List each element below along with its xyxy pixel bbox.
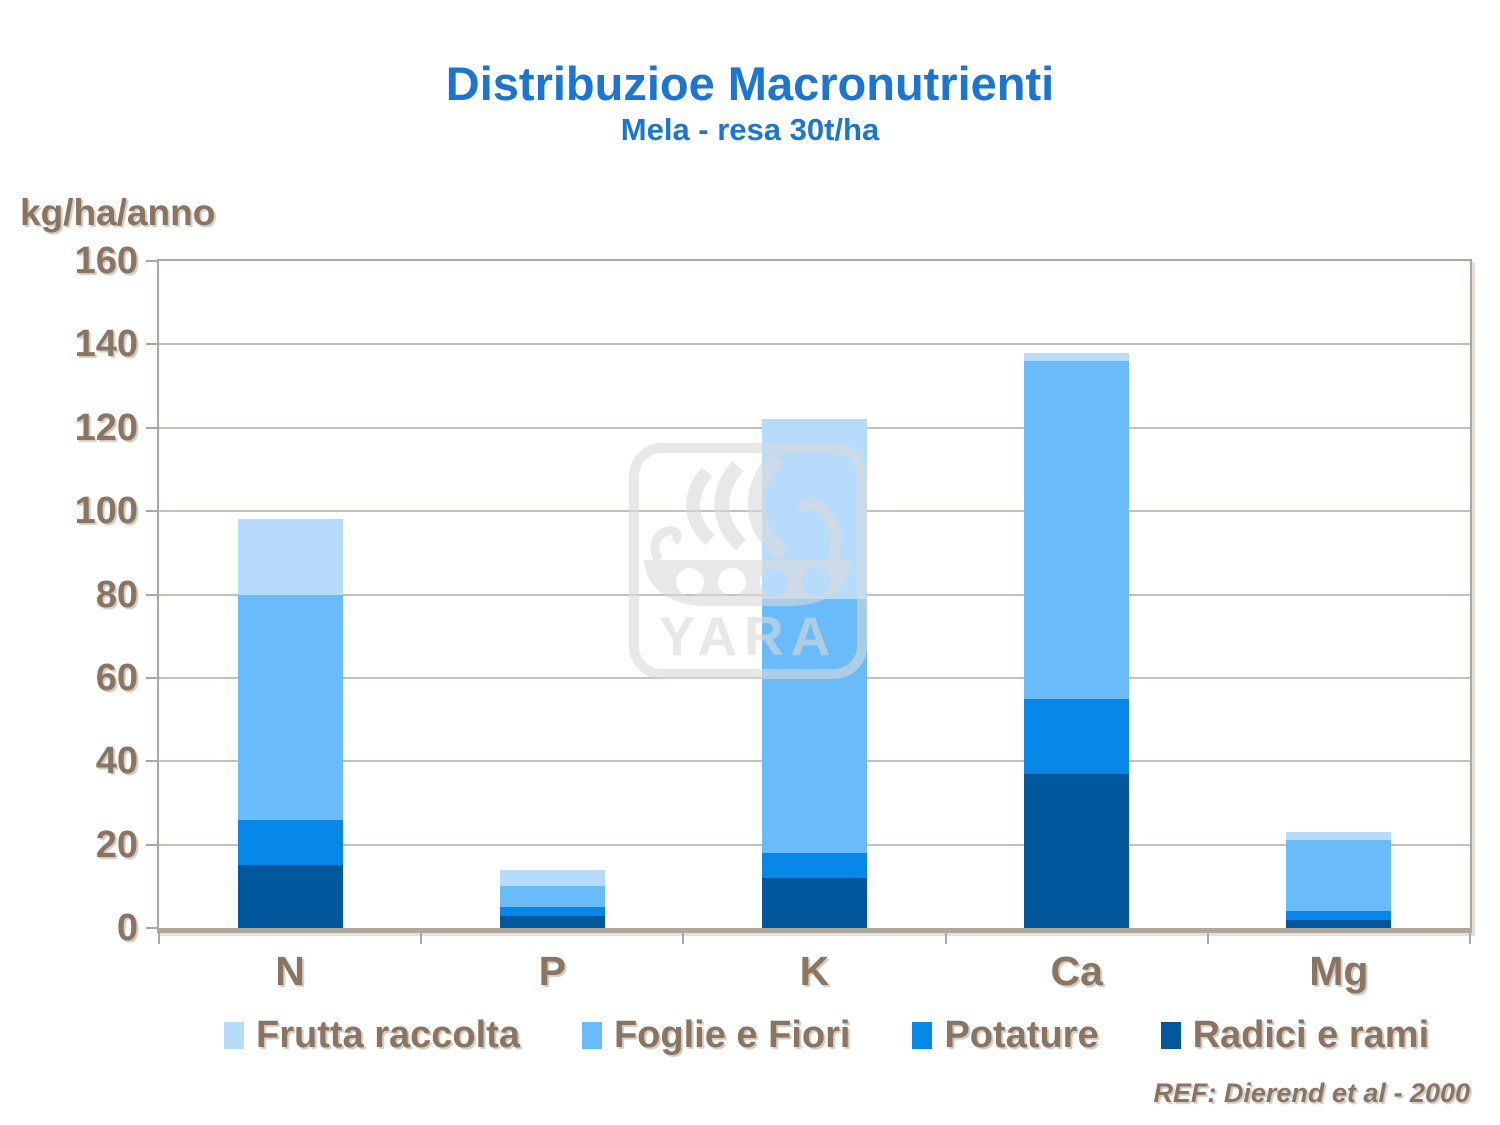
bar-segment bbox=[237, 594, 343, 820]
y-tick-mark bbox=[146, 927, 159, 929]
y-tick-mark bbox=[146, 843, 159, 846]
bar-column-N bbox=[237, 261, 343, 928]
reference-text: REF: Dierend et al - 2000 bbox=[1153, 1078, 1470, 1108]
chart-legend: Frutta raccolta Foglie e Fiori Potature Rad… bbox=[224, 1014, 1429, 1057]
y-tick-mark bbox=[146, 426, 159, 429]
legend-swatch bbox=[1160, 1022, 1181, 1049]
bar-segment bbox=[1286, 832, 1392, 841]
bar-segment bbox=[762, 852, 867, 878]
bar-segment bbox=[1024, 698, 1130, 774]
x-tick-mark bbox=[1469, 933, 1471, 944]
y-tick-mark bbox=[146, 260, 159, 262]
bar-segment bbox=[762, 598, 867, 853]
yara-watermark-logo: YARA bbox=[629, 443, 867, 679]
bar-segment bbox=[1024, 361, 1130, 699]
y-tick-label: 140 bbox=[74, 323, 138, 366]
watermark-frame bbox=[629, 443, 867, 679]
chart-subtitle: Mela - resa 30t/ha bbox=[620, 112, 880, 147]
legend-swatch bbox=[224, 1022, 244, 1049]
y-tick-label: 80 bbox=[95, 573, 138, 616]
x-category-label: N bbox=[275, 948, 305, 994]
bar-segment bbox=[499, 869, 605, 887]
legend-label: Frutta raccolta bbox=[256, 1014, 520, 1056]
bar-segment bbox=[499, 907, 605, 916]
legend-swatch bbox=[581, 1022, 602, 1049]
y-tick-label: 120 bbox=[74, 406, 138, 449]
x-category-label: K bbox=[799, 948, 830, 994]
x-category-label: P bbox=[538, 948, 566, 994]
x-tick-mark bbox=[1206, 933, 1209, 944]
legend-label: Foglie e Fiori bbox=[613, 1014, 851, 1056]
bar-segment bbox=[237, 819, 343, 866]
y-tick-label: 160 bbox=[74, 240, 138, 282]
x-category-label: Mg bbox=[1309, 948, 1369, 994]
bar-segment bbox=[762, 877, 867, 928]
x-tick-mark bbox=[420, 933, 423, 944]
y-tick-label: 0 bbox=[116, 907, 138, 949]
bar-segment bbox=[1024, 352, 1130, 362]
y-tick-label: 40 bbox=[95, 740, 138, 783]
legend-label: Potature bbox=[944, 1014, 1099, 1056]
y-tick-label: 60 bbox=[95, 656, 138, 699]
viking-sails-icon bbox=[686, 450, 790, 560]
bar-segment bbox=[499, 886, 605, 908]
legend-item: Foglie e Fiori bbox=[581, 1014, 851, 1057]
y-tick-label: 100 bbox=[74, 490, 138, 533]
y-axis-label: kg/ha/anno bbox=[20, 192, 216, 233]
bar-segment bbox=[499, 915, 605, 928]
bar-segment bbox=[1286, 840, 1392, 912]
y-tick-mark bbox=[146, 343, 159, 346]
bar-segment bbox=[237, 865, 343, 928]
bar-column-Ca bbox=[1024, 261, 1130, 928]
x-tick-mark bbox=[944, 933, 947, 944]
legend-swatch bbox=[912, 1022, 933, 1049]
bar-segment bbox=[1286, 919, 1392, 928]
chart-title: Distribuzioe Macronutrienti bbox=[445, 57, 1055, 110]
bar-segment bbox=[237, 519, 343, 595]
x-tick-mark bbox=[682, 933, 685, 944]
x-category-label: Ca bbox=[1050, 948, 1103, 994]
x-tick-mark bbox=[158, 933, 160, 944]
legend-label: Radici e rami bbox=[1192, 1014, 1430, 1056]
y-tick-mark bbox=[146, 760, 159, 763]
y-tick-mark bbox=[146, 676, 159, 679]
legend-item: Potature bbox=[912, 1014, 1099, 1057]
bar-column-P bbox=[499, 261, 605, 928]
yara-wordmark: YARA bbox=[659, 605, 838, 667]
y-tick-label: 20 bbox=[95, 823, 138, 866]
legend-item: Frutta raccolta bbox=[224, 1014, 520, 1057]
bar-segment bbox=[1286, 911, 1392, 920]
legend-item: Radici e rami bbox=[1160, 1014, 1430, 1057]
gridline bbox=[159, 343, 1470, 346]
viking-ship-hull-icon bbox=[644, 498, 852, 606]
bar-segment bbox=[1024, 773, 1130, 928]
y-tick-mark bbox=[146, 510, 159, 513]
bar-column-Mg bbox=[1286, 261, 1392, 928]
y-tick-mark bbox=[146, 593, 159, 596]
